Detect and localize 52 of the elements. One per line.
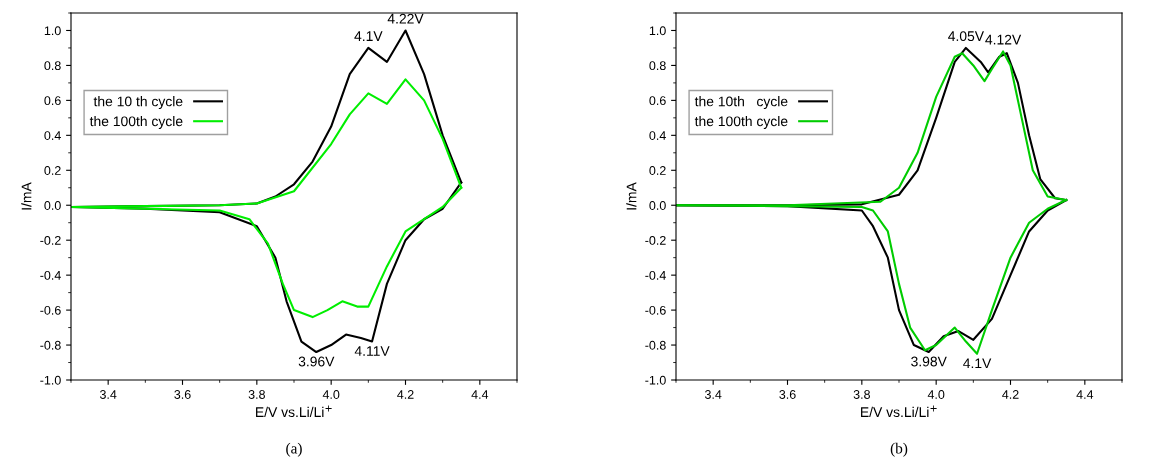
x-tick-label: 3.6 (779, 390, 796, 399)
legend-label: the 100th cycle (694, 116, 788, 129)
text: (b) (890, 442, 908, 457)
legend-label: the 10th cycle (694, 96, 788, 110)
legend-label: the 10 th cycle (93, 96, 183, 110)
y-tick-label: 1.0 (649, 26, 666, 36)
y-tick-label: 0.8 (649, 61, 666, 71)
annotation: 4.12V (985, 34, 1022, 45)
x-tick-label: 3.6 (174, 390, 191, 399)
x-tick-label: 3.8 (853, 390, 870, 399)
text: (a) (286, 442, 302, 457)
x-tick-label: 4.0 (322, 390, 340, 399)
y-tick-label: 0.6 (649, 96, 666, 106)
x-tick-label: 4.0 (927, 390, 945, 399)
annotation: 4.11V (354, 346, 390, 356)
y-tick-label: -0.8 (40, 340, 61, 350)
x-tick-label: 4.2 (1002, 390, 1019, 399)
y-tick-label: 0.4 (44, 131, 61, 140)
annotation: 3.96V (298, 356, 335, 367)
x-axis-title: E/V vs.Li/Li$^{+}$ (861, 405, 937, 418)
x-axis-title: E/V vs.Li/Li$^{+}$ (256, 405, 332, 418)
y-tick-label: 0.0 (44, 201, 61, 210)
y-tick-label: 0.6 (44, 96, 61, 106)
y-tick-label: -0.6 (40, 305, 61, 315)
y-axis-title: I/mA (21, 182, 32, 210)
y-tick-label: 0.2 (649, 166, 666, 175)
x-tick-label: 3.8 (248, 390, 265, 399)
annotation: 4.22V (387, 13, 424, 24)
y-tick-label: 0.2 (44, 166, 61, 175)
y-tick-label: -0.2 (645, 235, 666, 245)
y-tick-label: -0.2 (40, 235, 61, 245)
y-axis-title: I/mA (626, 182, 637, 210)
x-tick-label: 4.4 (1076, 390, 1094, 399)
x-tick-label: 3.4 (704, 390, 722, 399)
y-tick-label: 0.0 (649, 201, 666, 210)
y-tick-label: -0.8 (645, 340, 666, 350)
y-tick-label: -0.4 (645, 270, 666, 280)
y-tick-label: 1.0 (44, 26, 61, 36)
y-tick-label: 0.4 (649, 131, 666, 140)
y-tick-label: 0.8 (44, 61, 61, 71)
annotation: 4.1V (963, 358, 992, 369)
y-tick-label: -1.0 (645, 375, 666, 385)
legend-label: the 100th cycle (89, 116, 183, 129)
annotation: 4.1V (354, 31, 383, 41)
x-tick-label: 3.4 (99, 390, 117, 399)
y-tick-label: -0.6 (645, 305, 666, 315)
x-tick-label: 4.4 (471, 390, 489, 399)
annotation: 3.98V (911, 356, 947, 367)
y-tick-label: -0.4 (40, 270, 61, 280)
y-tick-label: -1.0 (40, 375, 61, 385)
x-tick-label: 4.2 (397, 390, 414, 399)
annotation: 4.05V (948, 31, 984, 42)
